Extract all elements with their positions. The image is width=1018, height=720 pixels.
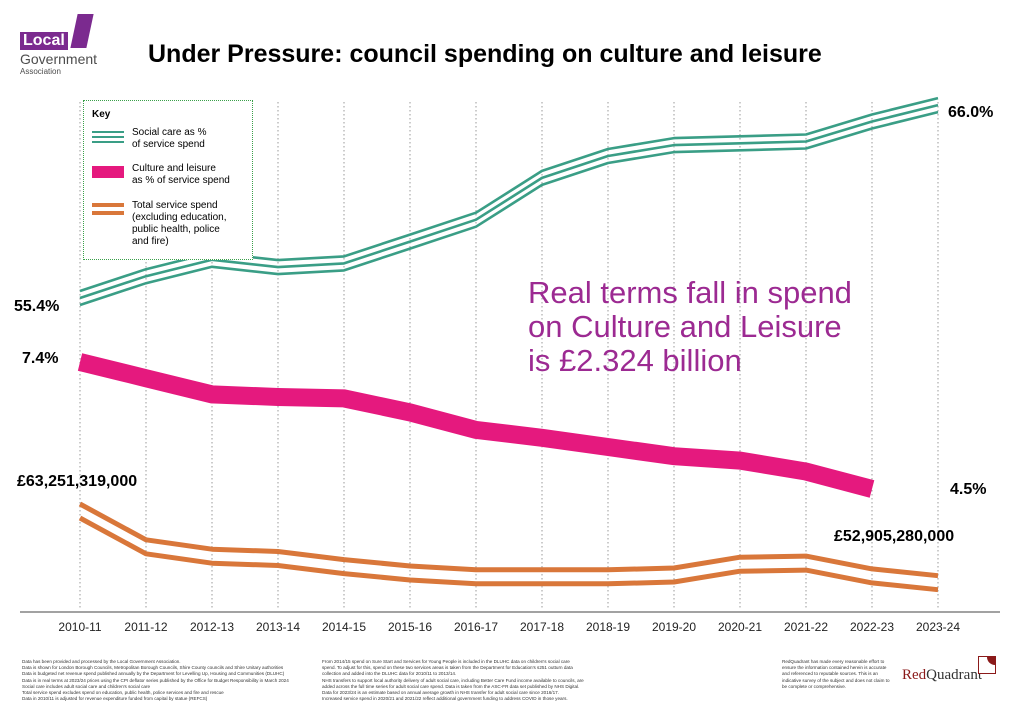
- x-tick-label: 2014-15: [322, 620, 366, 634]
- rq-logo-red: Red: [902, 667, 927, 683]
- legend: Key Social care as % of service spend Cu…: [83, 100, 253, 260]
- culture-start-label: 7.4%: [22, 350, 59, 367]
- x-tick-label: 2017-18: [520, 620, 564, 634]
- x-tick-label: 2010-11: [58, 620, 101, 634]
- legend-label: (excluding education,: [132, 212, 227, 223]
- footer-line: ensure the information contained herein …: [782, 665, 887, 671]
- annotation-line: on Culture and Leisure: [528, 309, 842, 344]
- total-spend-line: [78, 515, 939, 593]
- footer-notes-col2: From 2014/15 spend on Sure Start and Ser…: [322, 659, 622, 702]
- lga-logo-mark-icon: [70, 14, 94, 48]
- legend-item-social-care: Social care as % of service spend: [84, 127, 252, 177]
- legend-swatch-total-spend: [92, 203, 124, 215]
- culture-leisure-line: [77, 353, 875, 498]
- social-care-line: [79, 110, 939, 307]
- total-start-label: £63,251,319,000: [17, 473, 138, 490]
- legend-item-total-spend: Total service spend (excluding education…: [84, 200, 252, 250]
- total-spend-line: [78, 501, 939, 579]
- footer-line: Social care includes adult social care a…: [22, 683, 151, 689]
- footer-line: From 2014/15 spend on Sure Start and Ser…: [322, 659, 570, 664]
- footer-line: Data for 2023/24 is an estimate based on…: [322, 690, 559, 696]
- footer-line: Data is shown for London Borough Council…: [22, 665, 284, 671]
- social-end-label: 66.0%: [948, 104, 994, 121]
- redquadrant-logo: RedQuadrant: [902, 667, 982, 684]
- footer-line: Increased service spend in 2020/21 and 2…: [322, 696, 568, 702]
- x-tick-label: 2011-12: [124, 620, 167, 634]
- x-tick-label: 2020-21: [718, 620, 762, 634]
- legend-label: and fire): [132, 236, 169, 247]
- legend-label: as % of service spend: [132, 175, 230, 186]
- annotation-line: Real terms fall in spend: [528, 275, 852, 310]
- legend-title: Key: [92, 109, 111, 120]
- lga-logo-line2: Government: [20, 51, 98, 67]
- x-tick-label: 2023-24: [916, 620, 960, 634]
- footer-line: added across the full time series for ad…: [322, 683, 580, 689]
- footer-line: Data is in real terms at 2023/24 prices …: [22, 677, 289, 683]
- lga-logo: Local Government Association: [20, 14, 130, 76]
- x-tick-label: 2019-20: [652, 620, 696, 634]
- footer-line: Data is budgeted net revenue spend publi…: [22, 671, 285, 677]
- legend-swatch-culture-leisure: [92, 166, 124, 178]
- footer-line: spend. To adjust for this, spend on thes…: [322, 665, 573, 671]
- chart-title: Under Pressure: council spending on cult…: [148, 40, 822, 68]
- legend-label: Social care as %: [132, 127, 207, 138]
- legend-swatch-social-care: [92, 131, 124, 143]
- annotation-line: is £2.324 billion: [528, 343, 742, 378]
- x-tick-label: 2012-13: [190, 620, 234, 634]
- footer-notes-col1: Data has been provided and processed by …: [22, 659, 322, 702]
- footer-line: RedQuadrant has made every reasonable ef…: [782, 659, 885, 664]
- annotation: Real terms fall in spend on Culture and …: [528, 276, 928, 378]
- legend-item-culture-leisure: Culture and leisure as % of service spen…: [84, 163, 252, 213]
- legend-label: Total service spend: [132, 200, 218, 211]
- social-care-line: [79, 103, 939, 300]
- footer-line: Total service spend excludes spend on ed…: [22, 690, 224, 696]
- x-tick-label: 2013-14: [256, 620, 300, 634]
- redquadrant-mark-icon: [978, 656, 996, 674]
- x-tick-label: 2015-16: [388, 620, 432, 634]
- x-tick-label: 2016-17: [454, 620, 498, 634]
- footer-line: indicative survey of the subject and doe…: [782, 677, 890, 683]
- footer-line: NHS transfers to support local authority…: [322, 677, 584, 683]
- x-tick-label: 2021-22: [784, 620, 828, 634]
- legend-label: public health, police: [132, 224, 220, 235]
- legend-label: of service spend: [132, 139, 205, 150]
- footer-line: collection and added into the DLUHC data…: [322, 671, 457, 677]
- x-tick-label: 2018-19: [586, 620, 630, 634]
- lga-logo-line3: Association: [20, 67, 61, 76]
- lga-logo-line1: Local: [20, 32, 68, 50]
- footer-line: Data in 2010/11 is adjusted for revenue …: [22, 696, 208, 702]
- rq-logo-quadrant: Quadrant: [926, 667, 982, 683]
- footer-line: Data has been provided and processed by …: [22, 659, 181, 664]
- footer-line: and referenced to reputable sources. Thi…: [782, 671, 878, 677]
- disclaimer: RedQuadrant has made every reasonable ef…: [782, 659, 892, 690]
- total-end-label: £52,905,280,000: [834, 528, 955, 545]
- footer-line: be complete or comprehensive.: [782, 683, 847, 689]
- culture-end-label: 4.5%: [950, 481, 987, 498]
- legend-label: Culture and leisure: [132, 163, 216, 174]
- x-tick-label: 2022-23: [850, 620, 894, 634]
- social-start-label: 55.4%: [14, 298, 60, 315]
